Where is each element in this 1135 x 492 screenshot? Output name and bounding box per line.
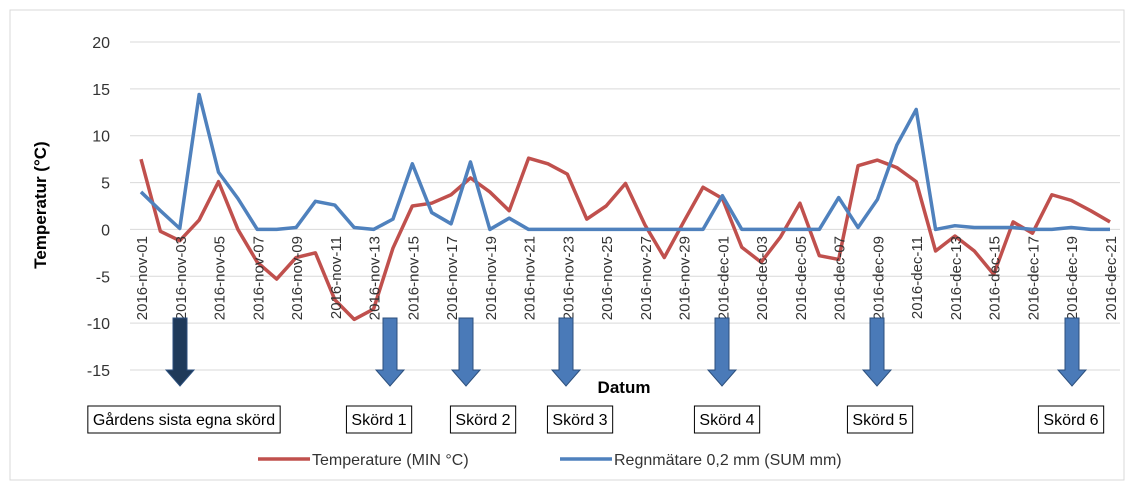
annotation-label: Skörd 3 [552,412,607,429]
x-tick-label: 2016-dec-21 [1103,236,1120,320]
x-tick-label: 2016-nov-23 [560,236,577,320]
x-tick-label: 2016-dec-07 [832,236,849,320]
arrow [706,317,738,387]
series-line [139,92,1110,232]
x-tick-label: 2016-dec-17 [1025,236,1042,320]
annotation-label: Skörd 4 [699,412,754,429]
y-tick-label: -10 [87,316,110,333]
annotation-label: Skörd 5 [852,412,907,429]
annotation-box [87,405,281,434]
x-tick-label: 2016-nov-05 [212,236,229,320]
arrow [1056,317,1088,387]
y-tick-label: 10 [92,129,110,146]
series-line [139,156,1111,322]
legend: Temperature (MIN °C) Regnmätare 0,2 mm (S… [258,452,842,469]
legend-label: Temperature (MIN °C) [312,452,469,469]
annotation-label: Skörd 2 [455,412,510,429]
annotation-box [693,405,761,434]
x-tick-label: 2016-nov-01 [134,236,151,320]
arrow [550,317,582,387]
annotations: Gårdens sista egna skörd Skörd 1 Skörd 2 Sk… [87,317,1105,434]
y-tick-label: -5 [96,269,110,286]
y-tick-label: 0 [101,222,110,239]
x-tick-label: 2016-nov-27 [638,236,655,320]
x-tick-label: 2016-dec-01 [715,236,732,320]
arrow [450,317,482,387]
annotation-label: Gårdens sista egna skörd [93,411,275,429]
x-tick-label: 2016-nov-11 [328,236,345,319]
y-tick-label: 5 [101,176,110,193]
y-tick-label: -15 [87,363,110,380]
annotation-box [345,405,413,434]
annotation-box [546,405,614,434]
x-tick-label: 2016-nov-09 [289,236,306,320]
arrow [861,317,893,387]
x-axis: 2016-nov-01 2016-nov-03 2016-nov-05 2016-no… [134,236,1120,320]
y-axis-title: Temperatur (°C) [31,141,50,268]
x-tick-label: 2016-nov-21 [522,236,539,320]
x-tick-label: 2016-dec-11 [909,236,926,319]
x-tick-label: 2016-nov-29 [677,236,694,320]
arrow [164,317,196,387]
x-tick-label: 2016-dec-05 [793,236,810,320]
x-tick-label: 2016-nov-13 [367,236,384,320]
annotation-label: Skörd 6 [1043,412,1098,429]
x-tick-label: 2016-nov-07 [250,236,267,320]
chart-border [9,9,1125,481]
annotation-box [449,405,517,434]
annotation-box [1037,405,1105,434]
x-tick-label: 2016-dec-13 [948,236,965,320]
plot [139,92,1111,322]
x-tick-label: 2016-nov-15 [405,236,422,320]
x-tick-label: 2016-nov-19 [483,236,500,320]
y-tick-label: 15 [92,82,110,99]
x-tick-label: 2016-nov-17 [444,236,461,320]
x-tick-label: 2016-dec-15 [987,236,1004,320]
arrow [374,317,406,387]
x-tick-label: 2016-dec-03 [754,236,771,320]
x-tick-label: 2016-dec-09 [870,236,887,320]
annotation-label: Skörd 1 [351,412,406,429]
y-tick-label: 20 [92,35,110,52]
x-tick-label: 2016-nov-25 [599,236,616,320]
annotation-box [846,405,914,434]
x-tick-label: 2016-dec-19 [1064,236,1081,320]
x-axis-title: Datum [598,378,651,397]
x-tick-label: 2016-nov-03 [173,236,190,320]
legend-label: Regnmätare 0,2 mm (SUM mm) [614,452,842,469]
